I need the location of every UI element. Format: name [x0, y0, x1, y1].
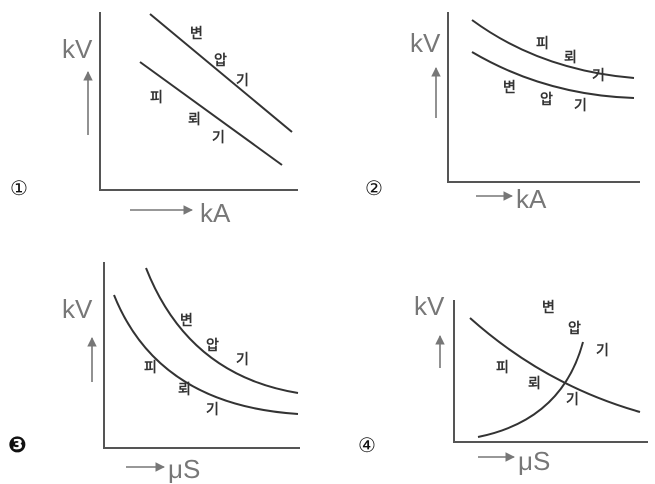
option-1-y-unit: kV: [62, 34, 93, 64]
option-2-axes: [447, 12, 640, 183]
option-3-lower-curve: [113, 294, 299, 415]
option-1-lower-label-2: 뢰: [188, 112, 201, 128]
option-1-x-unit: kA: [200, 198, 231, 228]
option-3-number: ❸: [8, 433, 27, 458]
option-1-lower-label-3: 기: [212, 130, 225, 146]
option-4-upper-label-3: 기: [596, 343, 609, 359]
option-3[interactable]: ❸ kV μS 변 압 기 피 뢰 기: [8, 262, 300, 484]
option-3-axes: [103, 262, 300, 449]
option-2-lower-label-3: 기: [574, 98, 587, 114]
option-2-upper-label-3: 기: [592, 68, 605, 84]
option-4-y-unit: kV: [414, 291, 445, 321]
option-1-upper-label-3: 기: [236, 73, 249, 89]
option-4-rising-curve: [477, 341, 584, 438]
option-1-upper-label-1: 변: [190, 26, 203, 42]
option-4-axes: [453, 300, 648, 443]
option-2[interactable]: ② kV kA 피 뢰 기 변 압 기: [365, 12, 640, 214]
option-2-number: ②: [365, 176, 383, 200]
option-4-number: ④: [358, 433, 376, 457]
option-2-x-unit: kA: [516, 184, 547, 214]
option-1-lower-curve: [139, 61, 283, 166]
option-4-lower-label-3: 기: [566, 392, 579, 408]
option-4-upper-label-2: 압: [568, 321, 581, 337]
option-4-lower-label-2: 뢰: [528, 376, 541, 392]
option-1-lower-label-1: 피: [150, 90, 163, 106]
option-4[interactable]: ④ kV μS 변 압 기 피 뢰 기: [358, 291, 648, 476]
option-1[interactable]: ① kV kA 변 압 기 피 뢰 기: [10, 12, 298, 228]
option-4-upper-label-1: 변: [542, 300, 555, 316]
option-2-lower-label-2: 압: [540, 92, 553, 108]
option-3-y-unit: kV: [62, 294, 93, 324]
option-3-upper-label-3: 기: [236, 352, 249, 368]
option-2-lower-curve: [471, 51, 635, 99]
option-4-falling-curve: [469, 317, 641, 413]
option-2-y-unit: kV: [410, 28, 441, 58]
option-2-lower-label-1: 변: [503, 80, 516, 96]
option-3-lower-label-1: 피: [144, 360, 157, 376]
option-1-upper-curve: [149, 13, 293, 133]
option-2-upper-curve: [471, 19, 635, 79]
option-3-upper-curve: [145, 267, 299, 394]
option-1-number: ①: [10, 176, 28, 200]
option-3-upper-label-2: 압: [206, 338, 219, 354]
option-3-x-unit: μS: [168, 454, 200, 484]
option-3-lower-label-3: 기: [206, 402, 219, 418]
option-3-lower-label-2: 뢰: [178, 382, 191, 398]
option-3-upper-label-1: 변: [180, 313, 193, 329]
option-2-upper-label-2: 뢰: [564, 50, 577, 66]
option-4-lower-label-1: 피: [496, 360, 509, 376]
option-4-x-unit: μS: [518, 446, 550, 476]
option-1-axes: [99, 12, 298, 191]
option-1-upper-label-2: 압: [214, 53, 227, 69]
option-2-upper-label-1: 피: [536, 36, 549, 52]
